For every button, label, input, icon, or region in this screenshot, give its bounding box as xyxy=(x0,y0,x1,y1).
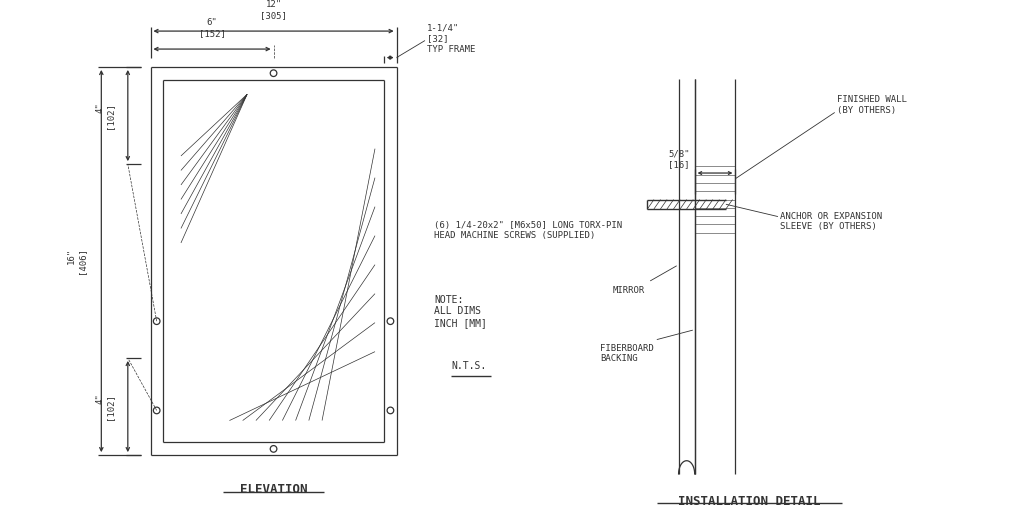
Text: N.T.S.: N.T.S. xyxy=(451,361,487,371)
Text: ANCHOR OR EXPANSION
SLEEVE (BY OTHERS): ANCHOR OR EXPANSION SLEEVE (BY OTHERS) xyxy=(780,211,882,231)
Text: MIRROR: MIRROR xyxy=(612,286,645,295)
Text: 12"
[305]: 12" [305] xyxy=(260,1,287,20)
Text: 1-1/4"
[32]
TYP FRAME: 1-1/4" [32] TYP FRAME xyxy=(426,24,476,54)
Text: ELEVATION: ELEVATION xyxy=(240,483,308,497)
Text: 16"
[406]: 16" [406] xyxy=(67,248,86,274)
Text: FINISHED WALL
(BY OTHERS): FINISHED WALL (BY OTHERS) xyxy=(836,95,906,115)
Text: FIBERBOARD
BACKING: FIBERBOARD BACKING xyxy=(600,344,654,364)
Text: 4"
[102]: 4" [102] xyxy=(95,393,115,420)
Text: INSTALLATION DETAIL: INSTALLATION DETAIL xyxy=(679,495,821,508)
Text: NOTE:
ALL DIMS
INCH [MM]: NOTE: ALL DIMS INCH [MM] xyxy=(435,294,487,328)
Text: 4"
[102]: 4" [102] xyxy=(95,102,115,129)
Text: 6"
[152]: 6" [152] xyxy=(199,18,226,38)
Text: (6) 1/4-20x2" [M6x50] LONG TORX-PIN
HEAD MACHINE SCREWS (SUPPLIED): (6) 1/4-20x2" [M6x50] LONG TORX-PIN HEAD… xyxy=(435,221,622,241)
Text: 5/8"
[16]: 5/8" [16] xyxy=(668,150,690,169)
